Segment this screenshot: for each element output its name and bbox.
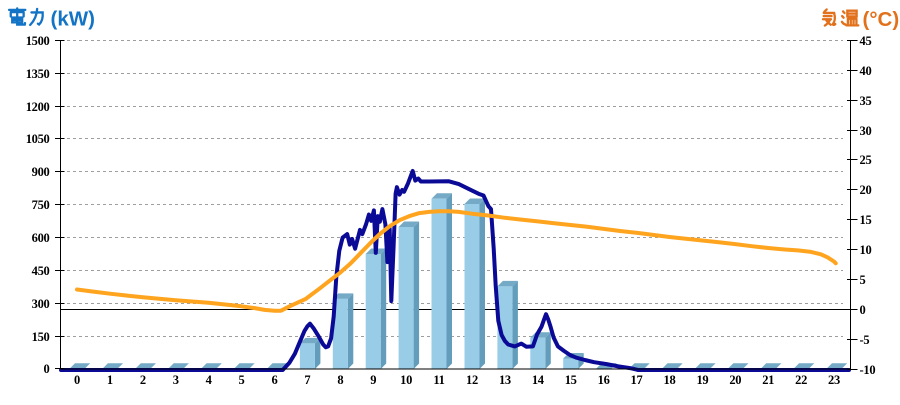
svg-text:4: 4 [206,373,213,387]
svg-text:15: 15 [565,373,577,387]
svg-text:5: 5 [239,373,245,387]
svg-text:21: 21 [762,373,774,387]
svg-text:13: 13 [499,373,511,387]
svg-text:3: 3 [173,373,179,387]
svg-text:600: 600 [32,231,50,245]
svg-text:0: 0 [860,303,866,317]
svg-text:25: 25 [860,153,872,167]
svg-text:1: 1 [107,373,113,387]
svg-text:-5: -5 [860,333,870,347]
svg-text:900: 900 [32,165,50,179]
svg-text:8: 8 [337,373,343,387]
svg-text:23: 23 [828,373,840,387]
svg-text:0: 0 [74,373,80,387]
svg-text:17: 17 [631,373,643,387]
svg-text:0: 0 [44,362,50,376]
svg-text:20: 20 [860,183,872,197]
svg-text:19: 19 [696,373,708,387]
svg-text:9: 9 [370,373,376,387]
svg-text:20: 20 [729,373,741,387]
svg-text:2: 2 [140,373,146,387]
svg-text:1050: 1050 [26,132,50,146]
svg-text:10: 10 [860,243,872,257]
svg-text:30: 30 [860,124,872,138]
svg-text:7: 7 [304,373,310,387]
svg-text:1200: 1200 [26,100,50,114]
svg-text:(°C): (°C) [863,8,900,31]
svg-text:1350: 1350 [26,67,50,81]
svg-text:40: 40 [860,64,872,78]
svg-text:5: 5 [860,273,866,287]
svg-text:-10: -10 [860,363,876,377]
svg-text:6: 6 [272,373,278,387]
svg-text:14: 14 [532,373,545,387]
svg-text:15: 15 [860,213,872,227]
svg-text:450: 450 [32,264,50,278]
svg-text:(kW): (kW) [51,7,95,30]
svg-text:35: 35 [860,94,872,108]
svg-text:750: 750 [32,198,50,212]
svg-text:11: 11 [433,373,444,387]
svg-text:1500: 1500 [26,34,50,48]
svg-text:16: 16 [598,373,610,387]
svg-text:45: 45 [860,34,872,48]
svg-text:150: 150 [32,330,50,344]
svg-text:10: 10 [400,373,412,387]
svg-text:18: 18 [664,373,676,387]
svg-text:300: 300 [32,297,50,311]
svg-text:12: 12 [466,373,478,387]
svg-text:22: 22 [795,373,807,387]
